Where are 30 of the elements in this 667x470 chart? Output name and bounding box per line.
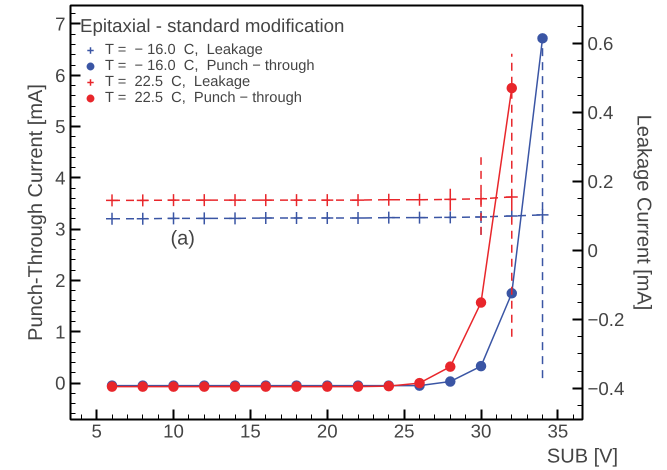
annotation: (a) [170,228,195,250]
y-tick-label: 2 [55,270,66,291]
y-tick-label: 7 [55,13,66,34]
legend-label: T = 22.5 C, Punch − through [105,90,302,106]
x-tick-label: 25 [394,420,415,442]
y-tick-label: 6 [55,64,66,86]
y2-tick-label: 0 [588,240,598,261]
y-tick-label: 1 [55,321,66,342]
y-tick-label: 3 [55,218,66,240]
legend-label: T = 22.5 C, Leakage [105,74,250,90]
x-tick-label: 15 [240,420,261,442]
y-axis-title: Punch-Through Current [mA] [25,84,48,341]
y2-tick-label: −0.2 [588,308,624,330]
x-tick-label: 20 [316,420,338,442]
y-tick-label: 5 [55,116,66,138]
y2-axis-title: Leakage Current [mA] [632,114,654,310]
legend-title: Epitaxial - standard modification [80,15,344,37]
legend-label: T = − 16.0 C, Leakage [105,42,263,58]
x-tick-label: 30 [470,420,492,442]
y-tick-label: 4 [55,167,66,188]
y-tick-label: 0 [55,372,66,394]
y2-tick-label: 0.4 [588,102,614,123]
y2-tick-label: −0.4 [588,378,624,399]
x-tick-label: 35 [548,420,568,442]
x-tick-label: 5 [91,420,102,442]
y2-tick-label: 0.6 [588,32,614,54]
x-axis-title: SUB [V] [546,446,618,468]
y2-tick-label: 0.2 [588,170,614,192]
legend-label: T = − 16.0 C, Punch − through [105,58,315,74]
x-tick-label: 10 [163,420,184,442]
